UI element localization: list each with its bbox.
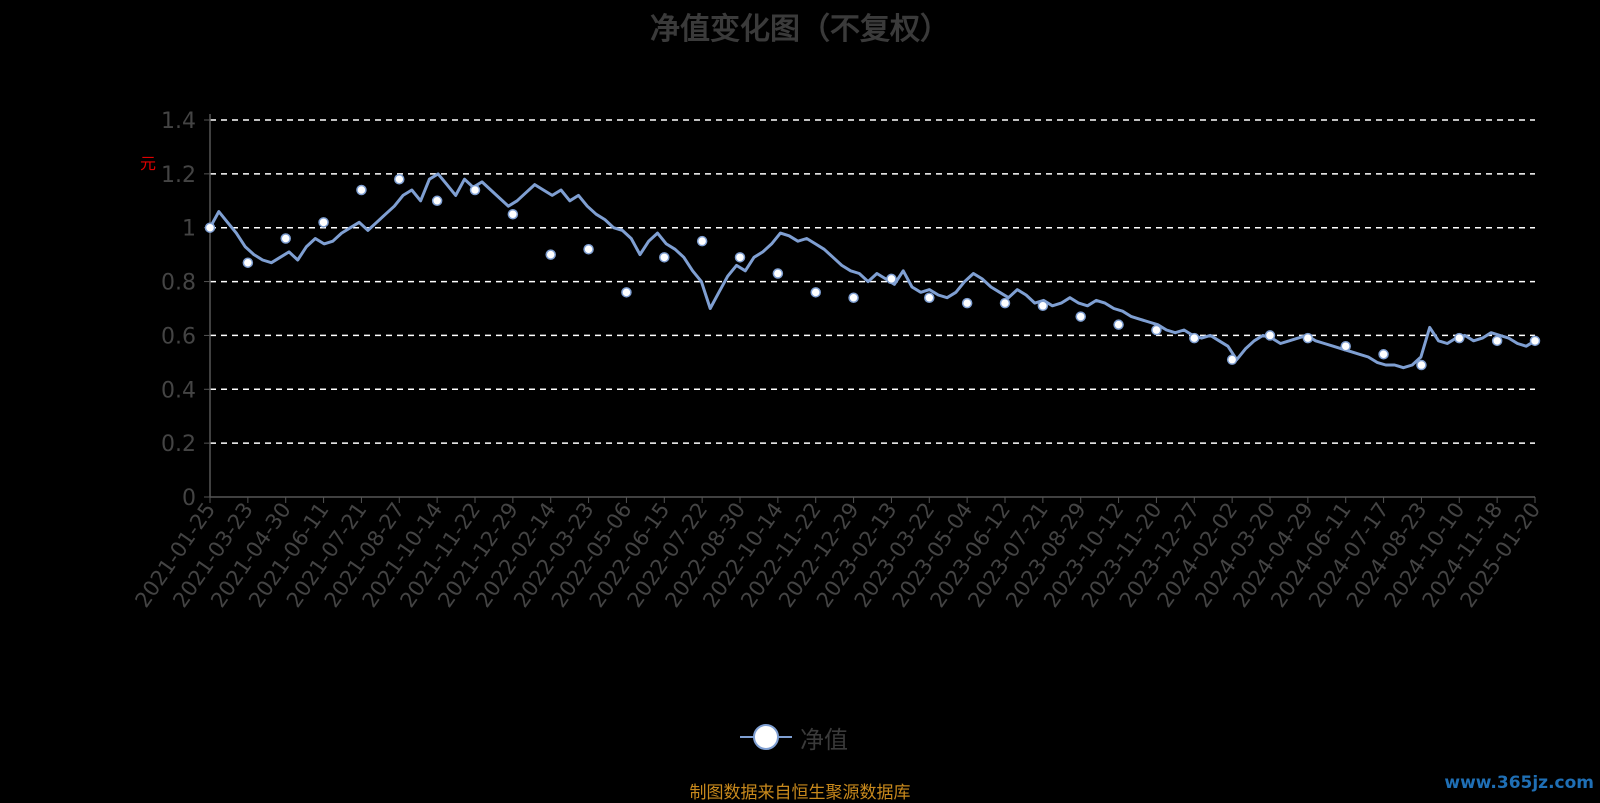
y-tick-labels: 0 0.2 0.4 0.6 0.8 1 1.2 1.4 bbox=[161, 109, 196, 511]
data-point bbox=[621, 287, 632, 298]
data-point bbox=[1529, 335, 1541, 347]
data-point bbox=[886, 273, 897, 285]
data-point bbox=[1189, 332, 1200, 344]
data-point bbox=[394, 173, 405, 185]
data-point bbox=[1037, 300, 1049, 312]
legend[interactable]: 净值 bbox=[740, 722, 848, 754]
y-tick-label: 0 bbox=[182, 486, 196, 511]
data-source-note: 制图数据来自恒生聚源数据库 bbox=[689, 783, 911, 803]
y-tick-label: 0.4 bbox=[161, 378, 196, 403]
series-line-nav bbox=[208, 172, 1536, 370]
watermark: www.365jz.com bbox=[1444, 773, 1594, 793]
gridlines bbox=[210, 119, 1535, 444]
data-point bbox=[204, 222, 216, 233]
series-markers bbox=[204, 173, 1541, 371]
data-point bbox=[999, 297, 1011, 309]
y-tick-label: 1.4 bbox=[161, 109, 196, 134]
y-tick-label: 0.2 bbox=[161, 432, 196, 457]
y-tick-label: 0.8 bbox=[161, 271, 196, 296]
data-point bbox=[545, 249, 556, 260]
data-point bbox=[924, 292, 935, 303]
y-tick-label: 0.6 bbox=[161, 324, 196, 349]
data-point bbox=[1416, 359, 1427, 371]
data-point bbox=[356, 184, 367, 196]
data-point bbox=[810, 287, 821, 298]
data-point bbox=[1075, 311, 1086, 322]
legend-label: 净值 bbox=[800, 725, 848, 754]
axes bbox=[204, 114, 1536, 503]
data-point bbox=[507, 209, 519, 220]
data-point bbox=[1491, 335, 1503, 347]
legend-symbol bbox=[740, 723, 792, 751]
line-chart: 0 0.2 0.4 0.6 0.8 1 1.2 1.4 2021-01-252021-03-2… bbox=[130, 109, 1545, 612]
data-point bbox=[1113, 319, 1124, 330]
y-tick-label: 1 bbox=[182, 217, 196, 242]
x-tick-labels: 2021-01-252021-03-232021-04-302021-06-11… bbox=[130, 498, 1545, 612]
data-point bbox=[242, 257, 254, 268]
data-point bbox=[1340, 340, 1351, 352]
data-point bbox=[1151, 324, 1162, 336]
data-point bbox=[318, 217, 329, 228]
data-point bbox=[431, 195, 443, 207]
data-point bbox=[772, 268, 784, 279]
data-point bbox=[848, 292, 859, 303]
data-point bbox=[1454, 332, 1465, 344]
data-point bbox=[1264, 330, 1276, 341]
data-point bbox=[734, 252, 746, 263]
data-point bbox=[469, 184, 481, 196]
data-point bbox=[280, 233, 291, 244]
data-point bbox=[1378, 349, 1389, 360]
y-unit-label: 元 bbox=[140, 154, 157, 173]
data-point bbox=[1226, 354, 1238, 365]
data-point bbox=[659, 252, 670, 263]
data-point bbox=[696, 235, 708, 247]
data-point bbox=[1302, 332, 1314, 344]
y-tick-label: 1.2 bbox=[161, 163, 196, 188]
data-point bbox=[583, 244, 594, 255]
chart-title: 净值变化图（不复权） bbox=[650, 12, 950, 47]
data-point bbox=[961, 297, 973, 309]
